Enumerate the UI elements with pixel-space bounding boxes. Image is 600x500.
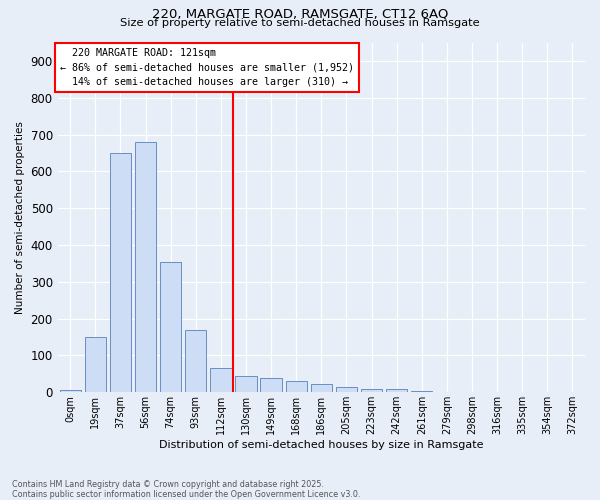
Bar <box>160 262 181 392</box>
Bar <box>386 390 407 392</box>
Bar <box>361 388 382 392</box>
Bar <box>110 153 131 392</box>
Text: Size of property relative to semi-detached houses in Ramsgate: Size of property relative to semi-detach… <box>120 18 480 28</box>
Text: 220 MARGATE ROAD: 121sqm
← 86% of semi-detached houses are smaller (1,952)
  14%: 220 MARGATE ROAD: 121sqm ← 86% of semi-d… <box>61 48 355 88</box>
Text: Contains HM Land Registry data © Crown copyright and database right 2025.
Contai: Contains HM Land Registry data © Crown c… <box>12 480 361 499</box>
Bar <box>311 384 332 392</box>
Bar <box>336 387 357 392</box>
Bar <box>286 381 307 392</box>
Bar <box>135 142 156 393</box>
Bar <box>185 330 206 392</box>
Bar <box>210 368 232 392</box>
Bar <box>411 391 433 392</box>
Bar <box>59 390 81 392</box>
Y-axis label: Number of semi-detached properties: Number of semi-detached properties <box>15 121 25 314</box>
X-axis label: Distribution of semi-detached houses by size in Ramsgate: Distribution of semi-detached houses by … <box>159 440 484 450</box>
Text: 220, MARGATE ROAD, RAMSGATE, CT12 6AQ: 220, MARGATE ROAD, RAMSGATE, CT12 6AQ <box>152 8 448 20</box>
Bar <box>235 376 257 392</box>
Bar <box>260 378 282 392</box>
Bar <box>85 337 106 392</box>
